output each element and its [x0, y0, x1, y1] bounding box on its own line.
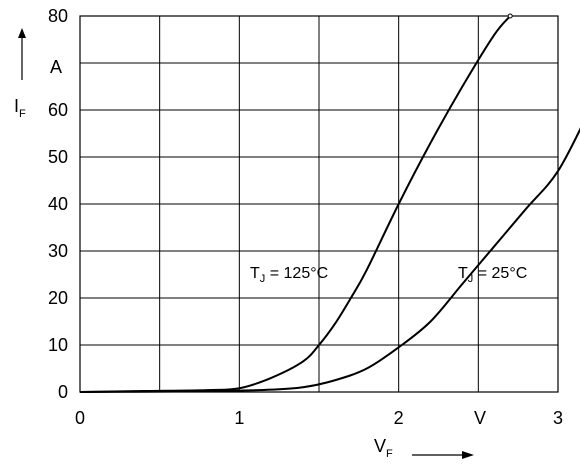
y-tick-label: 80: [48, 6, 68, 26]
x-tick-label: 0: [75, 408, 85, 428]
x-axis-arrowhead: [462, 451, 474, 459]
curves: [79, 13, 580, 393]
series-line-25: [79, 127, 580, 393]
y-axis-unit: A: [50, 57, 62, 77]
series-label-125: TJ = 125°C: [250, 265, 328, 285]
y-axis-arrowhead: [18, 28, 26, 38]
series-label-25: TJ = 25°C: [458, 265, 527, 285]
x-tick-label: 3: [553, 408, 563, 428]
y-tick-label: 60: [48, 100, 68, 120]
x-axis-title: VF: [374, 436, 393, 460]
y-tick-label: 40: [48, 194, 68, 214]
y-axis-title: IF: [14, 96, 26, 120]
x-axis-unit: V: [474, 408, 486, 428]
y-tick-label: 50: [48, 147, 68, 167]
y-tick-label: 20: [48, 288, 68, 308]
series-end-point: [507, 13, 513, 19]
y-tick-label: 30: [48, 241, 68, 261]
y-tick-label: 0: [58, 382, 68, 402]
x-tick-label: 2: [394, 408, 404, 428]
y-tick-label: 10: [48, 335, 68, 355]
x-tick-label: 1: [234, 408, 244, 428]
grid: [79, 15, 559, 393]
